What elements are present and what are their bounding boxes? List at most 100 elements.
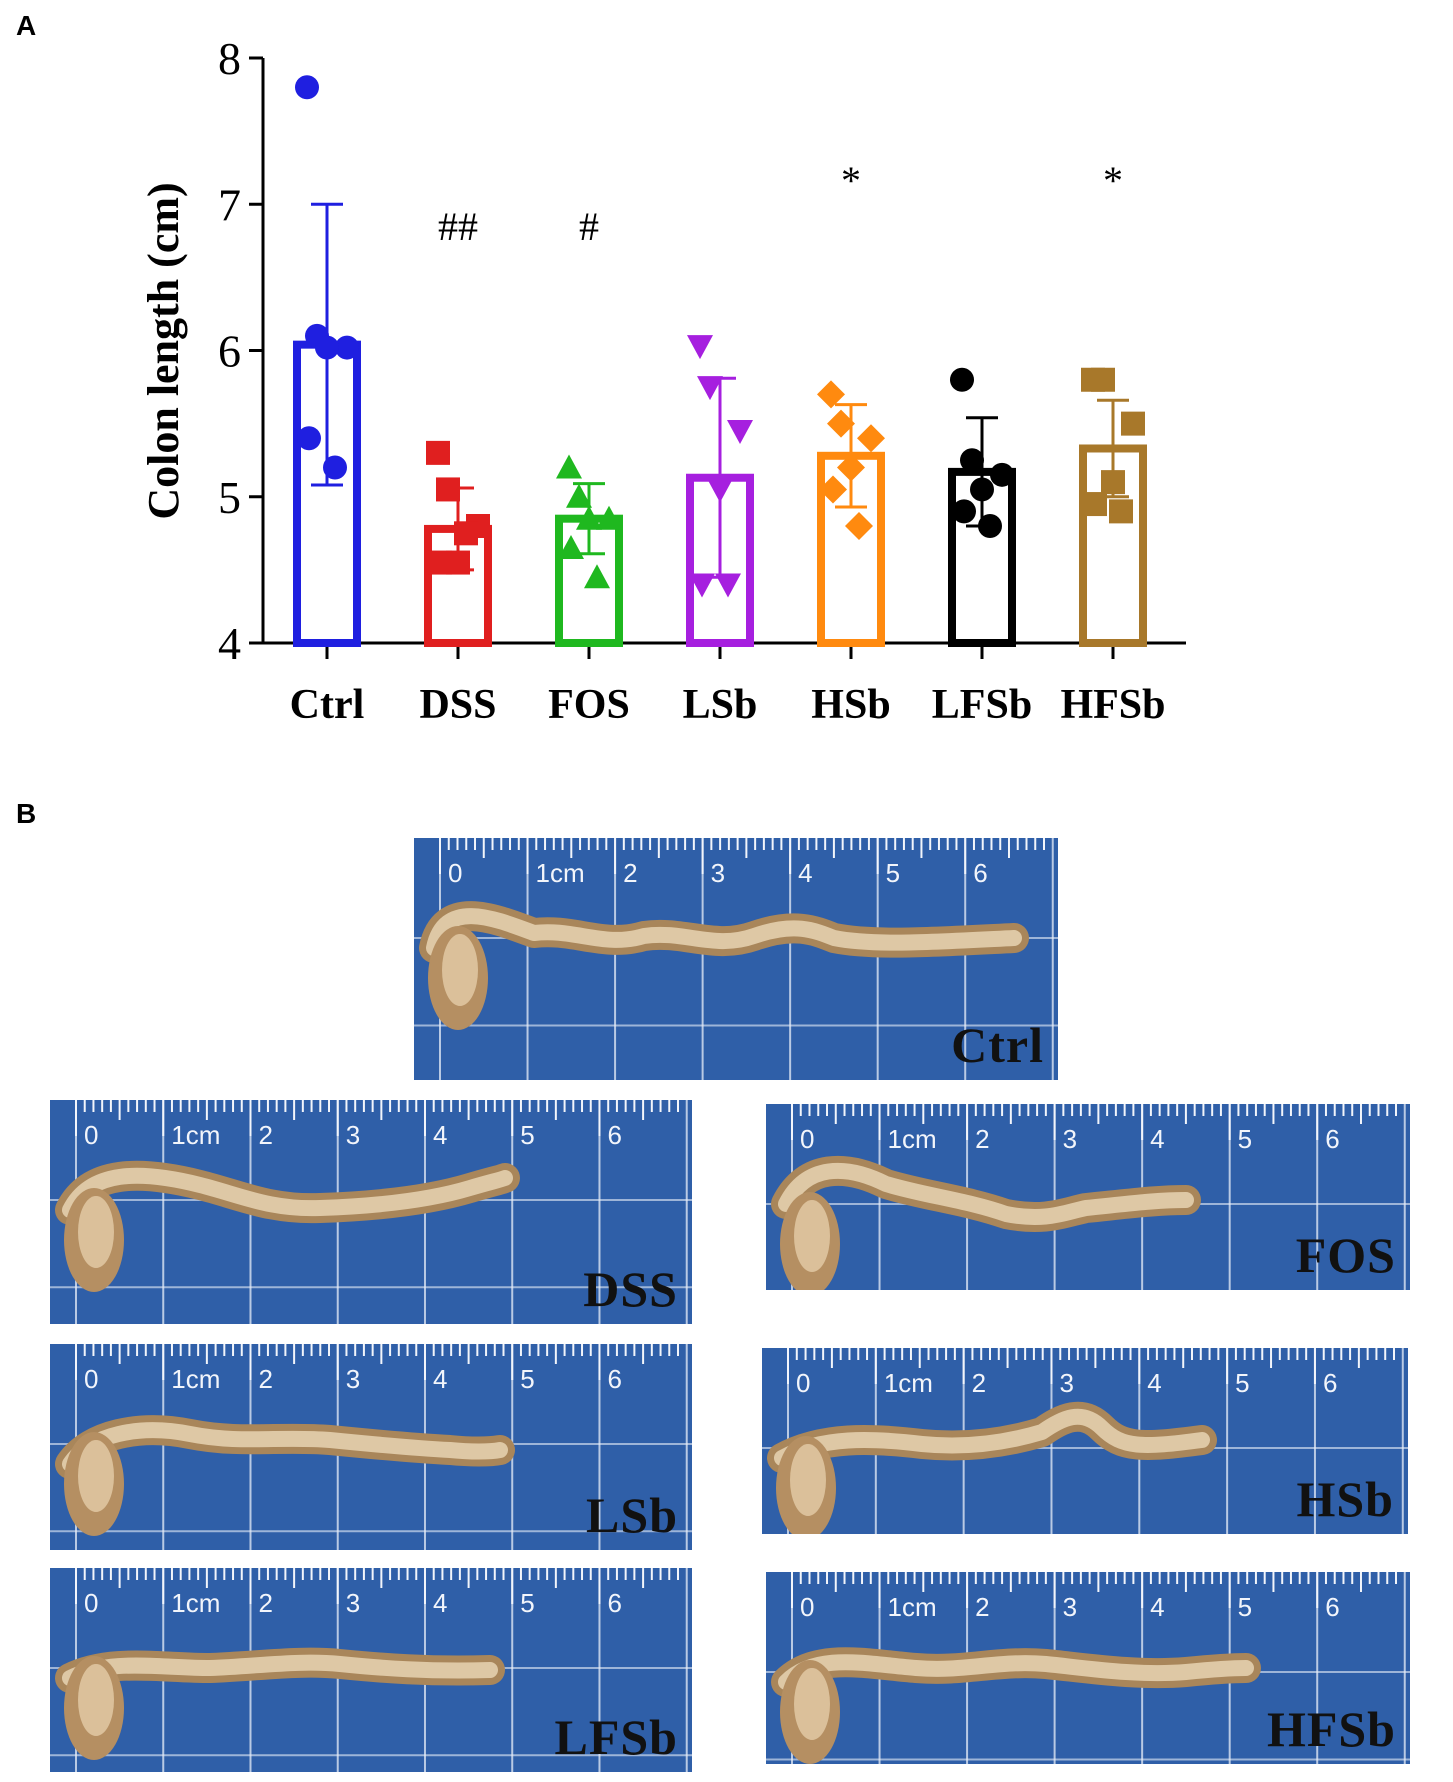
photo-hfsb: 0 1cm 2 3 4 5 6 HFSb	[766, 1572, 1410, 1764]
ruler-number: 2	[623, 858, 637, 888]
panel-label-b: B	[16, 798, 37, 829]
colon-highlight	[426, 908, 1022, 956]
ruler-number: 1cm	[171, 1588, 220, 1618]
photo-dss: 0 1cm 2 3 4 5 6 DSS	[50, 1100, 692, 1324]
ruler-number: 3	[1063, 1592, 1077, 1622]
bar-group-dss	[424, 440, 492, 647]
ruler-number: 3	[346, 1120, 360, 1150]
bar-group-hfsb	[1079, 367, 1147, 647]
cecum-highlight	[442, 934, 478, 1006]
photo-label-dss: DSS	[583, 1261, 678, 1317]
ruler-number: 1cm	[171, 1364, 220, 1394]
ruler-number: 5	[520, 1120, 534, 1150]
data-point	[558, 534, 584, 559]
data-point	[428, 550, 452, 575]
data-point	[297, 426, 321, 451]
ruler-number: 6	[607, 1364, 621, 1394]
ruler-number: 0	[800, 1592, 814, 1622]
ruler-number: 2	[972, 1368, 986, 1398]
ruler-number: 4	[1150, 1592, 1164, 1622]
data-point	[817, 380, 845, 409]
ruler-number: 6	[973, 858, 987, 888]
data-point	[707, 478, 733, 503]
photo-label-hsb: HSb	[1296, 1471, 1394, 1527]
x-tick-label: FOS	[548, 682, 630, 728]
ruler-number: 5	[1238, 1592, 1252, 1622]
ruler-number: 6	[1325, 1592, 1339, 1622]
significance-label: #	[579, 204, 599, 249]
ruler-number: 4	[433, 1364, 447, 1394]
ruler-number: 2	[258, 1364, 272, 1394]
photo-fos: 0 1cm 2 3 4 5 6 FOS	[766, 1104, 1410, 1290]
data-point	[323, 455, 347, 480]
ruler-number: 0	[84, 1588, 98, 1618]
data-point	[315, 335, 339, 360]
ruler-number: 4	[1147, 1368, 1161, 1398]
ruler-number: 5	[1235, 1368, 1249, 1398]
x-tick-label: HFSb	[1060, 682, 1165, 728]
ruler-number: 6	[607, 1120, 621, 1150]
data-point	[978, 514, 1002, 538]
ruler-number: 0	[800, 1124, 814, 1154]
panel-label-a: A	[16, 10, 37, 41]
data-point	[687, 335, 713, 360]
data-point	[950, 367, 974, 392]
cecum-highlight	[78, 1440, 114, 1512]
data-point	[584, 564, 610, 589]
ruler-number: 2	[258, 1120, 272, 1150]
data-point	[426, 440, 450, 465]
ruler-number: 3	[346, 1588, 360, 1618]
data-point	[1101, 470, 1125, 495]
significance-label: ##	[438, 204, 478, 249]
x-tick-label: DSS	[419, 682, 496, 728]
colon-highlight	[774, 1408, 1210, 1466]
photo-label-lfsb: LFSb	[554, 1709, 678, 1765]
data-point	[596, 505, 622, 530]
data-point	[335, 335, 359, 360]
ruler-number: 4	[433, 1120, 447, 1150]
ruler-number: 0	[84, 1120, 98, 1150]
photo-hsb: 0 1cm 2 3 4 5 6 HSb	[762, 1348, 1408, 1534]
y-tick-label: 5	[218, 472, 241, 523]
data-point	[990, 462, 1014, 487]
bar-group-lsb	[686, 335, 754, 647]
photo-ctrl: 0 1cm 2 3 4 5 6 Ctrl	[414, 838, 1058, 1080]
ruler-number: 1cm	[536, 858, 585, 888]
data-point	[715, 573, 741, 598]
data-point	[576, 505, 602, 530]
data-point	[689, 573, 715, 598]
ruler-number: 4	[1150, 1124, 1164, 1154]
ruler-number: 1cm	[884, 1368, 933, 1398]
photo-lsb: 0 1cm 2 3 4 5 6 LSb	[50, 1344, 692, 1550]
photo-label-fos: FOS	[1295, 1227, 1396, 1283]
ruler-number: 3	[1063, 1124, 1077, 1154]
ruler-number: 3	[711, 858, 725, 888]
colon-highlight	[62, 1654, 498, 1686]
data-point	[837, 453, 865, 482]
ruler-number: 1cm	[888, 1592, 937, 1622]
ruler-number: 1cm	[888, 1124, 937, 1154]
cecum-highlight	[790, 1444, 826, 1516]
ruler-number: 1cm	[171, 1120, 220, 1150]
data-point	[1109, 499, 1133, 524]
x-tick-label: LFSb	[932, 682, 1032, 728]
significance-label: *	[1103, 158, 1123, 203]
bar-group-fos	[555, 454, 623, 647]
data-point	[436, 477, 460, 502]
ruler-number: 0	[796, 1368, 810, 1398]
ruler-number: 6	[1325, 1124, 1339, 1154]
data-point	[727, 419, 753, 444]
x-tick-label: HSb	[811, 682, 890, 728]
ruler-number: 4	[798, 858, 812, 888]
chart-axes: 4 5 6 7 8 Ctrl DSS ## FOS # LSb HSb * LFSb HFSb *	[218, 33, 1186, 728]
data-point	[1091, 367, 1115, 392]
data-point	[1121, 411, 1145, 436]
photo-label-lsb: LSb	[586, 1487, 678, 1543]
data-point	[970, 477, 994, 502]
ruler-number: 5	[520, 1364, 534, 1394]
bar-group-lfsb	[948, 367, 1016, 648]
photo-label-ctrl: Ctrl	[951, 1017, 1044, 1073]
y-tick-label: 8	[218, 33, 241, 84]
y-tick-label: 7	[218, 179, 241, 230]
ruler-number: 3	[1059, 1368, 1073, 1398]
